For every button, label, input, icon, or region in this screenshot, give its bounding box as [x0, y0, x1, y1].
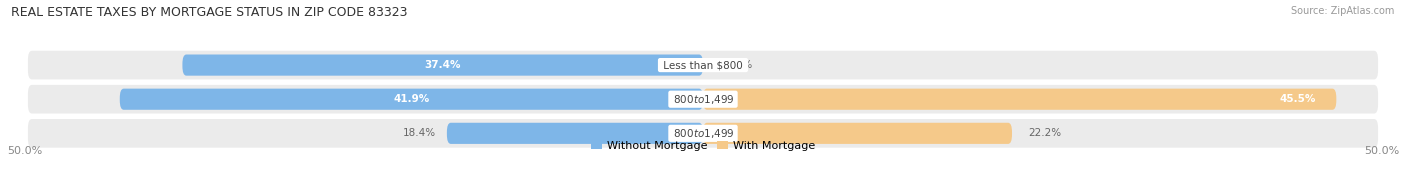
Text: 50.0%: 50.0% — [7, 146, 42, 156]
FancyBboxPatch shape — [28, 119, 1378, 148]
FancyBboxPatch shape — [703, 89, 1336, 110]
FancyBboxPatch shape — [28, 85, 1378, 113]
Text: 50.0%: 50.0% — [1364, 146, 1399, 156]
Text: 0.0%: 0.0% — [727, 60, 752, 70]
Text: 22.2%: 22.2% — [1029, 128, 1062, 138]
Text: Less than $800: Less than $800 — [659, 60, 747, 70]
Text: $800 to $1,499: $800 to $1,499 — [671, 127, 735, 140]
FancyBboxPatch shape — [183, 54, 703, 76]
FancyBboxPatch shape — [28, 51, 1378, 79]
Text: 37.4%: 37.4% — [425, 60, 461, 70]
Text: Source: ZipAtlas.com: Source: ZipAtlas.com — [1291, 6, 1395, 16]
FancyBboxPatch shape — [703, 123, 1012, 144]
Text: 41.9%: 41.9% — [394, 94, 429, 104]
Text: 45.5%: 45.5% — [1279, 94, 1316, 104]
Legend: Without Mortgage, With Mortgage: Without Mortgage, With Mortgage — [586, 136, 820, 155]
Text: REAL ESTATE TAXES BY MORTGAGE STATUS IN ZIP CODE 83323: REAL ESTATE TAXES BY MORTGAGE STATUS IN … — [11, 6, 408, 19]
FancyBboxPatch shape — [447, 123, 703, 144]
Text: $800 to $1,499: $800 to $1,499 — [671, 93, 735, 106]
FancyBboxPatch shape — [120, 89, 703, 110]
Text: 18.4%: 18.4% — [402, 128, 436, 138]
